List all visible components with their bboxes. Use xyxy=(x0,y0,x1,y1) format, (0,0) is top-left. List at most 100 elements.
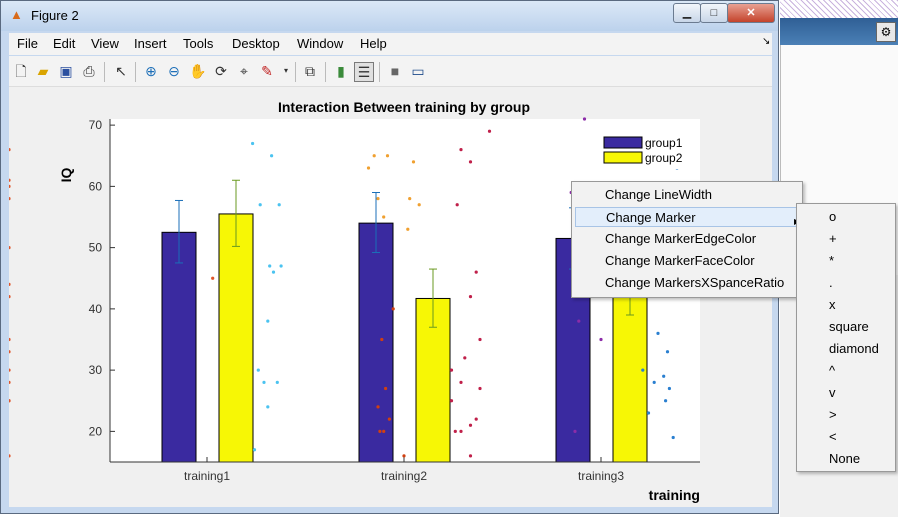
scatter-point xyxy=(262,380,266,384)
menu-file[interactable]: File xyxy=(17,36,38,51)
scatter-point xyxy=(478,337,482,342)
scatter-point xyxy=(268,264,272,268)
menu-help[interactable]: Help xyxy=(360,36,387,51)
menu-item-change-linewidth[interactable]: Change LineWidth xyxy=(575,185,799,205)
axes-ticks: 20 30 40 50 60 70 training1 training2 training3 xyxy=(89,118,625,483)
menu-window[interactable]: Window xyxy=(297,36,344,51)
data-cursor-icon[interactable]: ⌖ xyxy=(240,63,248,79)
menu-view[interactable]: View xyxy=(91,36,119,51)
menu-edit[interactable]: Edit xyxy=(53,36,76,51)
scatter-point xyxy=(646,411,651,415)
link-icon[interactable]: ⧉ xyxy=(305,63,315,79)
pointer-icon[interactable]: ↖ xyxy=(115,63,127,79)
bar-group1-training2 xyxy=(358,222,394,463)
scatter-point xyxy=(277,203,281,207)
scatter-point xyxy=(468,160,473,164)
menu-item-change-marker[interactable]: Change Marker▶ xyxy=(575,207,800,227)
show-plot-tools-icon[interactable]: ▭ xyxy=(411,63,425,79)
legend-icon[interactable]: ☰ xyxy=(354,62,374,82)
x-tick-label: training2 xyxy=(381,469,427,483)
menu-tools[interactable]: Tools xyxy=(183,36,214,51)
toolbar-separator xyxy=(295,62,296,82)
scatter-point xyxy=(9,148,11,152)
legend-swatch-group1 xyxy=(603,136,643,149)
scatter-point xyxy=(641,368,645,372)
scatter-point xyxy=(459,429,463,433)
scatter-point xyxy=(474,270,478,274)
close-button[interactable]: ✕ xyxy=(727,3,775,23)
scatter-point xyxy=(376,197,380,201)
scatter-point xyxy=(9,197,11,201)
title-bar[interactable]: ▲ Figure 2 ▁ □ ✕ xyxy=(1,1,778,31)
marker-option-triangle-left[interactable]: < xyxy=(829,429,837,444)
toolbar: 🗋 ▰ ▣ ⎙ ↖ ⊕ ⊖ ✋ ⟳ ⌖ ✎ ▾ ⧉ ▮ ☰ ■ ▭ xyxy=(9,56,772,87)
marker-option-square[interactable]: square xyxy=(829,319,869,334)
brush-icon[interactable]: ✎ xyxy=(261,63,273,79)
marker-option-triangle-up[interactable]: ^ xyxy=(829,363,836,378)
scatter-point xyxy=(256,368,260,372)
brush-dropdown-icon[interactable]: ▾ xyxy=(283,66,288,75)
menu-item-change-markeredgecolor[interactable]: Change MarkerEdgeColor xyxy=(575,229,799,249)
menu-item-label: Change Marker xyxy=(606,210,696,225)
scatter-point xyxy=(382,429,386,433)
scatter-point xyxy=(252,448,257,452)
menu-item-change-markerfacecolor[interactable]: Change MarkerFaceColor xyxy=(575,251,799,271)
menu-dock-arrow-icon[interactable]: ↘ xyxy=(762,36,771,47)
menu-item-change-markersxspanceratio[interactable]: Change MarkersXSpanceRatio xyxy=(575,273,799,293)
scatter-point xyxy=(266,405,270,409)
tool-icon[interactable]: ⚙ xyxy=(876,22,896,42)
y-tick-label: 50 xyxy=(89,241,103,255)
zoom-in-icon[interactable]: ⊕ xyxy=(145,63,157,79)
marker-option-point[interactable]: . xyxy=(829,275,833,290)
y-tick-label: 40 xyxy=(89,302,103,316)
scatter-point xyxy=(478,386,482,391)
legend[interactable]: group1 group2 xyxy=(601,133,693,169)
marker-option-none[interactable]: None xyxy=(829,451,861,466)
scatter-point xyxy=(385,154,390,158)
scatter-point xyxy=(387,417,391,421)
marker-option-star[interactable]: * xyxy=(829,253,835,268)
scatter-point xyxy=(406,227,410,231)
scatter-point xyxy=(266,319,270,323)
marker-option-triangle-down[interactable]: v xyxy=(829,385,836,400)
print-icon[interactable]: ⎙ xyxy=(83,63,95,79)
bar-group1-training1 xyxy=(161,231,197,463)
pan-icon[interactable]: ✋ xyxy=(189,63,207,79)
scatter-point xyxy=(275,380,279,384)
marker-option-triangle-right[interactable]: > xyxy=(829,407,837,422)
save-icon[interactable]: ▣ xyxy=(59,63,73,79)
scatter-point xyxy=(258,203,262,207)
rotate-icon[interactable]: ⟳ xyxy=(215,63,227,79)
marker-option-o[interactable]: o xyxy=(829,209,837,224)
scatter-point xyxy=(463,356,467,360)
scatter-point xyxy=(211,276,215,280)
scatter-point xyxy=(9,454,11,458)
scatter-point xyxy=(671,435,675,440)
zoom-out-icon[interactable]: ⊖ xyxy=(168,63,180,79)
scatter-point xyxy=(402,454,406,458)
minimize-button[interactable]: ▁ xyxy=(673,3,701,23)
menu-insert[interactable]: Insert xyxy=(134,36,167,51)
marker-option-plus[interactable]: + xyxy=(829,231,837,246)
marker-submenu: o + * . x square diamond ^ v > < None xyxy=(796,203,896,472)
marker-option-x[interactable]: x xyxy=(829,297,836,312)
scatter-point xyxy=(468,454,473,458)
new-figure-icon[interactable]: 🗋 xyxy=(15,63,27,79)
open-icon[interactable]: ▰ xyxy=(37,63,49,79)
scatter-point xyxy=(9,399,11,403)
scatter-point xyxy=(378,429,382,433)
y-tick-label: 70 xyxy=(89,118,103,132)
bars-layer xyxy=(161,213,648,463)
window-title: Figure 2 xyxy=(31,8,79,23)
scatter-point xyxy=(656,331,660,335)
scatter-point xyxy=(384,386,388,391)
menu-item-label: Change LineWidth xyxy=(605,187,712,202)
scatter-point xyxy=(9,246,11,250)
scatter-point xyxy=(662,374,666,378)
matlab-icon: ▲ xyxy=(10,7,23,22)
colorbar-icon[interactable]: ▮ xyxy=(337,63,345,79)
hide-plot-tools-icon[interactable]: ■ xyxy=(390,63,400,79)
marker-option-diamond[interactable]: diamond xyxy=(829,341,879,356)
maximize-button[interactable]: □ xyxy=(700,3,728,23)
menu-desktop[interactable]: Desktop xyxy=(232,36,280,51)
